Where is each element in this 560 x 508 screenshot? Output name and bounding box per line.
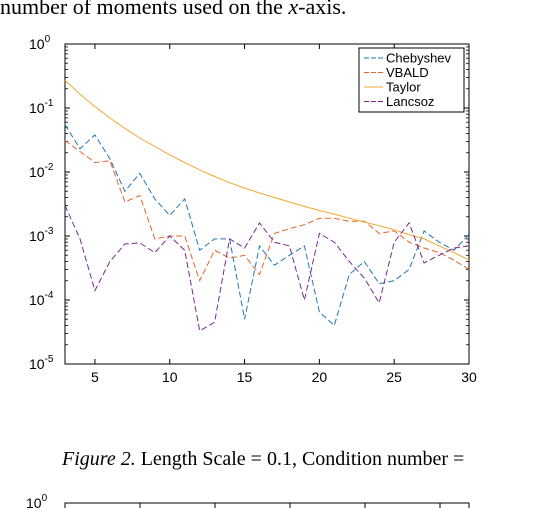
- x-tick-label: 10: [162, 369, 178, 385]
- legend-label: Chebyshev: [386, 51, 452, 66]
- series-group: [64, 80, 470, 332]
- y-tick-label: 100: [29, 34, 51, 52]
- x-tick-label: 5: [91, 369, 99, 385]
- legend-box: [358, 47, 465, 113]
- x-tick-label: 25: [386, 369, 402, 385]
- series-line-lancsoz: [64, 205, 470, 332]
- legend-label: VBALD: [386, 65, 429, 80]
- preceding-text-suffix: -axis.: [298, 0, 347, 19]
- x-tick-label: 20: [312, 369, 328, 385]
- caption-text: Length Scale = 0.1, Condition number =: [135, 448, 465, 470]
- figure-caption: Figure 2. Length Scale = 0.1, Condition …: [62, 448, 464, 471]
- next-chart-ticks: [139, 503, 441, 508]
- preceding-text-variable: x: [288, 0, 299, 19]
- preceding-text-prefix: number of moments used on the: [0, 0, 289, 19]
- axes-ticks: 5 10 15 20 25 30 100 10-1 10-2 10-3 10-4 10-5: [29, 34, 477, 385]
- y-tick-label: 10-5: [29, 354, 54, 372]
- x-tick-label: 30: [461, 369, 477, 385]
- x-tick-label: 15: [237, 369, 253, 385]
- next-chart-frame: [64, 502, 470, 508]
- legend-label: Taylor: [386, 80, 421, 95]
- preceding-text-line: number of moments used on the x-axis.: [0, 0, 346, 20]
- legend-label: Lancsoz: [386, 94, 434, 109]
- caption-figure-number: Figure 2.: [62, 448, 136, 470]
- y-tick-label: 10-1: [29, 98, 54, 116]
- series-line-vbald: [64, 140, 470, 283]
- y-tick-label: 10-3: [29, 226, 54, 244]
- next-chart-tick-label: 100: [26, 493, 48, 508]
- y-tick-label: 10-2: [29, 162, 54, 180]
- y-tick-label: 10-4: [29, 290, 54, 308]
